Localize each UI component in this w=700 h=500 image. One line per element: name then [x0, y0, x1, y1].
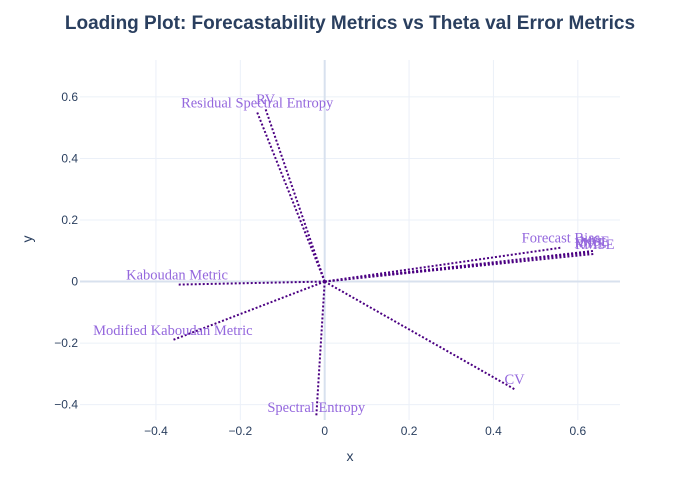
- loading-vector-residual-spectral-entropy: [256, 111, 326, 282]
- tick-labels: −0.4 −0.2 0 0.2 0.4 0.6 −0.4 −0.2 0 0.2 0.4 0.6: [54, 90, 586, 438]
- x-tick-label: 0.6: [569, 424, 586, 438]
- loading-vectors: [172, 108, 595, 417]
- grid-layer: [80, 60, 620, 420]
- zero-lines: [80, 60, 620, 420]
- loading-vector-modified-kaboudan-metric: [172, 280, 326, 341]
- loading-label-kaboudan-metric: Kaboudan Metric: [126, 268, 228, 284]
- loading-vector-cv: [324, 280, 516, 391]
- y-tick-label: −0.2: [54, 336, 78, 350]
- y-tick-label: 0: [71, 275, 78, 289]
- loading-vector-kaboudan-metric: [177, 280, 325, 286]
- y-tick-label: 0.4: [61, 151, 78, 165]
- y-tick-label: 0.2: [61, 213, 78, 227]
- loading-vector-rv: [264, 108, 326, 282]
- x-tick-label: 0: [321, 424, 328, 438]
- x-tick-label: −0.2: [228, 424, 252, 438]
- x-tick-label: 0.4: [485, 424, 502, 438]
- loading-label-mae: MAE: [574, 235, 606, 251]
- loading-label-forecast-bias: Forecast Bias: [522, 231, 601, 247]
- loading-label-residual-spectral-entropy: Residual Spectral Entropy: [181, 95, 334, 111]
- y-tick-label: −0.4: [54, 398, 78, 412]
- x-tick-label: −0.4: [144, 424, 168, 438]
- y-axis-title: y: [19, 236, 35, 243]
- loading-vector-spectral-entropy: [315, 281, 326, 417]
- loading-vector-forecast-bias: [324, 246, 562, 283]
- chart-title: Loading Plot: Forecastability Metrics vs…: [65, 13, 635, 34]
- loading-label-mse: MSE: [580, 234, 610, 250]
- x-tick-label: 0.2: [401, 424, 418, 438]
- y-tick-label: 0.6: [61, 90, 78, 104]
- loading-label-modified-kaboudan-metric: Modified Kaboudan Metric: [93, 323, 252, 339]
- loading-label-spectral-entropy: Spectral Entropy: [267, 400, 366, 416]
- x-axis-title: x: [347, 448, 354, 464]
- loading-label-rmse: RMSE: [575, 237, 615, 253]
- loading-label-cv: CV: [504, 372, 525, 388]
- loading-vector-rmse: [324, 252, 595, 283]
- loading-label-rv: RV: [256, 92, 276, 108]
